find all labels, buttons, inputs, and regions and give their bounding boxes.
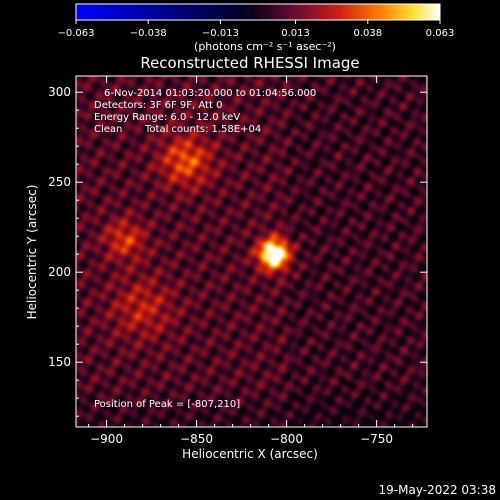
- annotation-time-range: 6-Nov-2014 01:03:20.000 to 01:04:56.000: [104, 88, 316, 99]
- y-axis-label: Heliocentric Y (arcsec): [25, 185, 39, 320]
- heatmap-image: [76, 76, 427, 427]
- plot-frame: [75, 75, 428, 428]
- x-axis-label: Heliocentric X (arcsec): [182, 447, 318, 461]
- colorbar-tick-label: −0.013: [202, 28, 239, 39]
- annotation-peak-position: Position of Peak = [-807,210]: [94, 399, 240, 410]
- y-tick-label: 300: [48, 85, 71, 99]
- footer-timestamp: 19-May-2022 03:38: [379, 483, 496, 497]
- colorbar-tick-label: −0.063: [57, 28, 94, 39]
- y-tick-label: 250: [48, 175, 71, 189]
- x-axis-ticks: −900 −850 −800 −750: [88, 76, 414, 446]
- colorbar-ticks: −0.063 −0.038 −0.013 0.013 0.038 0.063: [57, 20, 454, 39]
- chart-title: Reconstructed RHESSI Image: [140, 54, 359, 72]
- y-tick-label: 200: [48, 265, 71, 279]
- colorbar-tick-label: 0.038: [353, 28, 382, 39]
- y-tick-label: 150: [48, 355, 71, 369]
- x-tick-label: −750: [360, 432, 393, 446]
- colorbar-unit-label: (photons cm⁻² s⁻¹ asec⁻²): [194, 40, 336, 53]
- annotation-energy-range: Energy Range: 6.0 - 12.0 keV: [94, 112, 240, 123]
- x-tick-label: −900: [90, 432, 123, 446]
- colorbar: [75, 3, 441, 21]
- colorbar-tick-label: 0.013: [281, 28, 310, 39]
- x-tick-label: −850: [180, 432, 213, 446]
- annotation-total-counts: Total counts: 1.58E+04: [144, 124, 261, 135]
- colorbar-tick-label: 0.063: [426, 28, 455, 39]
- annotation-detectors: Detectors: 3F 6F 9F, Att 0: [94, 100, 222, 111]
- annotation-method: Clean: [94, 124, 122, 135]
- y-axis-ticks: 150 200 250 300: [48, 85, 427, 417]
- x-tick-label: −800: [270, 432, 303, 446]
- colorbar-tick-label: −0.038: [130, 28, 167, 39]
